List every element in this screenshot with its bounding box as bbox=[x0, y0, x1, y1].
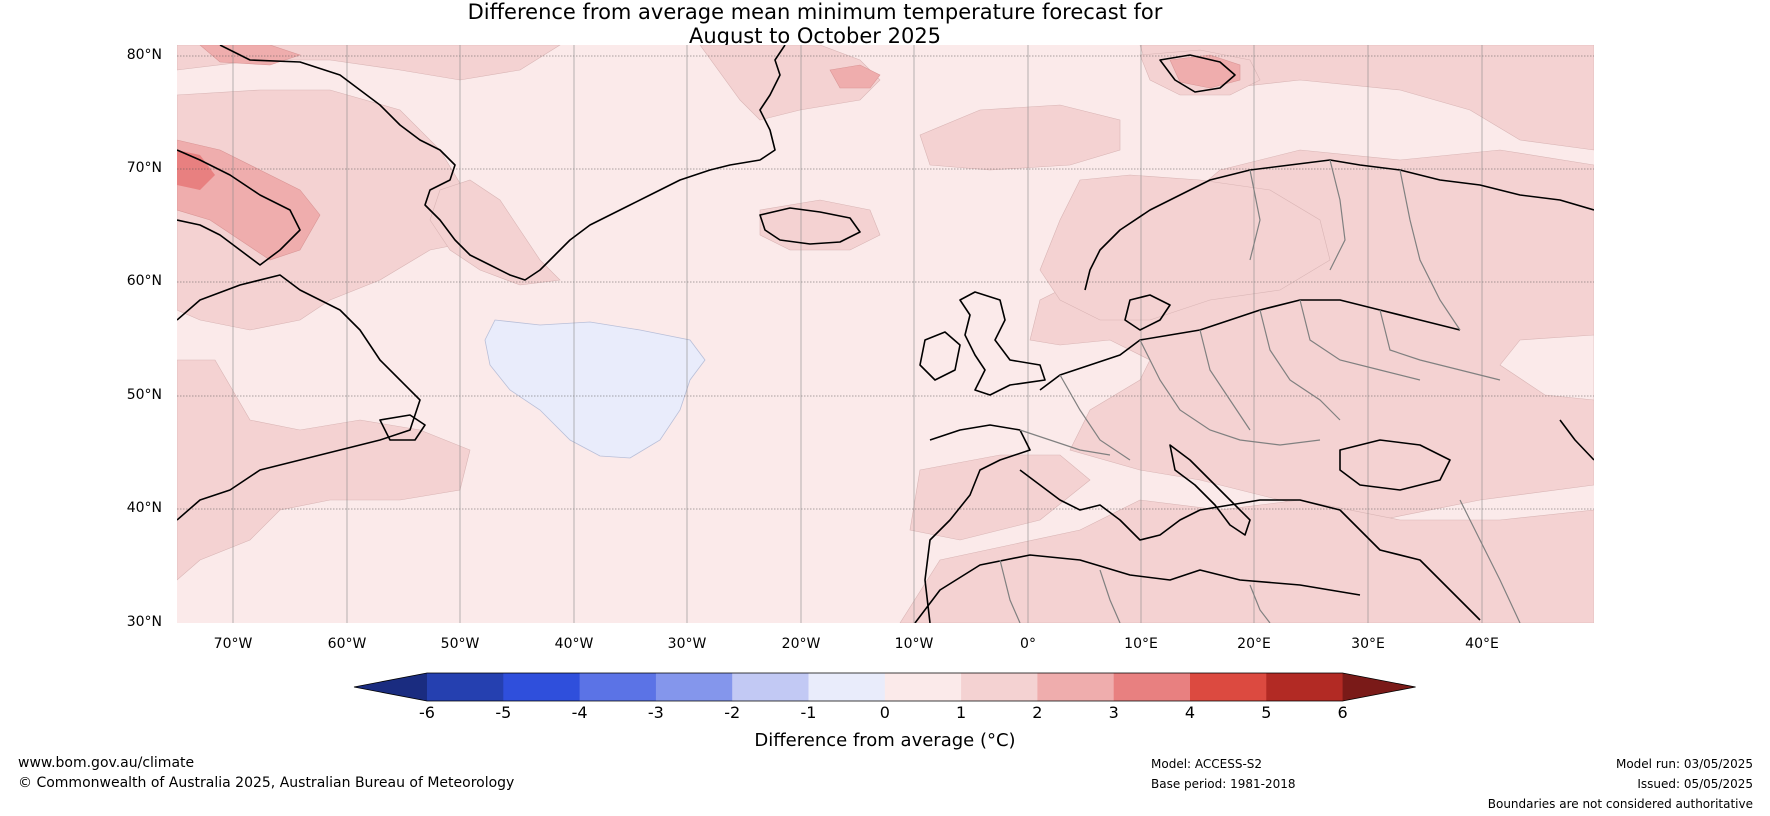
country-borders bbox=[999, 159, 1521, 623]
lat-label-80n: 80°N bbox=[126, 47, 162, 63]
colorbar-tick-label: 6 bbox=[1337, 703, 1348, 722]
colorbar-segment bbox=[1190, 673, 1267, 701]
footer-issued: Issued: 05/05/2025 bbox=[1637, 777, 1753, 791]
anomaly-region-1-2 bbox=[177, 45, 1594, 623]
colorbar-label: Difference from average (°C) bbox=[754, 730, 1016, 751]
title-line-2: August to October 2025 bbox=[688, 24, 942, 48]
lon-label-0: 0° bbox=[1020, 636, 1036, 652]
lat-label-70n: 70°N bbox=[126, 160, 162, 176]
colorbar-segment bbox=[1037, 673, 1115, 701]
colorbar-tick-label: 2 bbox=[1032, 703, 1043, 722]
title-line-1: Difference from average mean minimum tem… bbox=[467, 0, 1163, 24]
lat-label-60n: 60°N bbox=[126, 273, 162, 289]
colorbar-segment bbox=[732, 673, 809, 701]
colorbar-segment bbox=[655, 673, 733, 701]
footer-base-period: Base period: 1981-2018 bbox=[1151, 777, 1296, 791]
colorbar-segment bbox=[1266, 673, 1344, 701]
chart-title: Difference from average mean minimum tem… bbox=[0, 0, 1630, 48]
lon-label-20w: 20°W bbox=[781, 636, 821, 652]
colorbar-segment bbox=[1113, 673, 1191, 701]
colorbar-segment bbox=[427, 673, 504, 701]
colorbar-tick-label: 1 bbox=[956, 703, 967, 722]
colorbar-segment bbox=[579, 673, 657, 701]
anomaly-region-3-4 bbox=[177, 150, 215, 190]
colorbar-tick-label: 3 bbox=[1108, 703, 1119, 722]
colorbar-extend-low bbox=[354, 673, 427, 701]
footer-model-run: Model run: 03/05/2025 bbox=[1615, 757, 1753, 771]
meridians bbox=[232, 45, 1483, 623]
lat-label-50n: 50°N bbox=[126, 387, 162, 403]
coastlines bbox=[177, 45, 1594, 623]
colorbar-outline bbox=[353, 672, 1416, 702]
lon-label-60w: 60°W bbox=[327, 636, 367, 652]
colorbar-segment bbox=[961, 673, 1038, 701]
lon-label-40w: 40°W bbox=[554, 636, 594, 652]
lon-label-30w: 30°W bbox=[667, 636, 707, 652]
lon-label-10e: 10°E bbox=[1124, 636, 1158, 652]
colorbar-segment bbox=[884, 673, 962, 701]
footer-website: www.bom.gov.au/climate bbox=[18, 755, 195, 771]
colorbar-tick-label: -4 bbox=[571, 703, 588, 722]
anomaly-region-negative bbox=[484, 319, 706, 459]
lon-label-40e: 40°E bbox=[1465, 636, 1499, 652]
gridlines bbox=[177, 55, 1594, 510]
lon-label-50w: 50°W bbox=[440, 636, 480, 652]
colorbar-segment bbox=[503, 673, 581, 701]
colorbar-tick-label: 5 bbox=[1261, 703, 1272, 722]
footer-copyright: © Commonwealth of Australia 2025, Austra… bbox=[18, 775, 515, 791]
colorbar-tick-label: 0 bbox=[879, 703, 890, 722]
lat-label-30n: 30°N bbox=[126, 614, 162, 630]
colorbar-tick-label: -3 bbox=[647, 703, 664, 722]
colorbar-tick-label: 4 bbox=[1184, 703, 1196, 722]
colorbar-tick-label: -2 bbox=[724, 703, 741, 722]
colorbar bbox=[353, 672, 1416, 702]
lon-label-70w: 70°W bbox=[213, 636, 253, 652]
lat-label-40n: 40°N bbox=[126, 500, 162, 516]
colorbar-segment bbox=[808, 673, 886, 701]
colorbar-tick-label: -6 bbox=[419, 703, 435, 722]
lon-label-30e: 30°E bbox=[1351, 636, 1385, 652]
lon-label-10w: 10°W bbox=[894, 636, 934, 652]
colorbar-tick-label: -1 bbox=[800, 703, 817, 722]
footer-model: Model: ACCESS-S2 bbox=[1151, 757, 1263, 771]
lon-label-20e: 20°E bbox=[1237, 636, 1271, 652]
footer-disclaimer: Boundaries are not considered authoritat… bbox=[1487, 797, 1753, 811]
colorbar-tick-label: -5 bbox=[495, 703, 512, 722]
colorbar-extend-high bbox=[1342, 673, 1416, 701]
